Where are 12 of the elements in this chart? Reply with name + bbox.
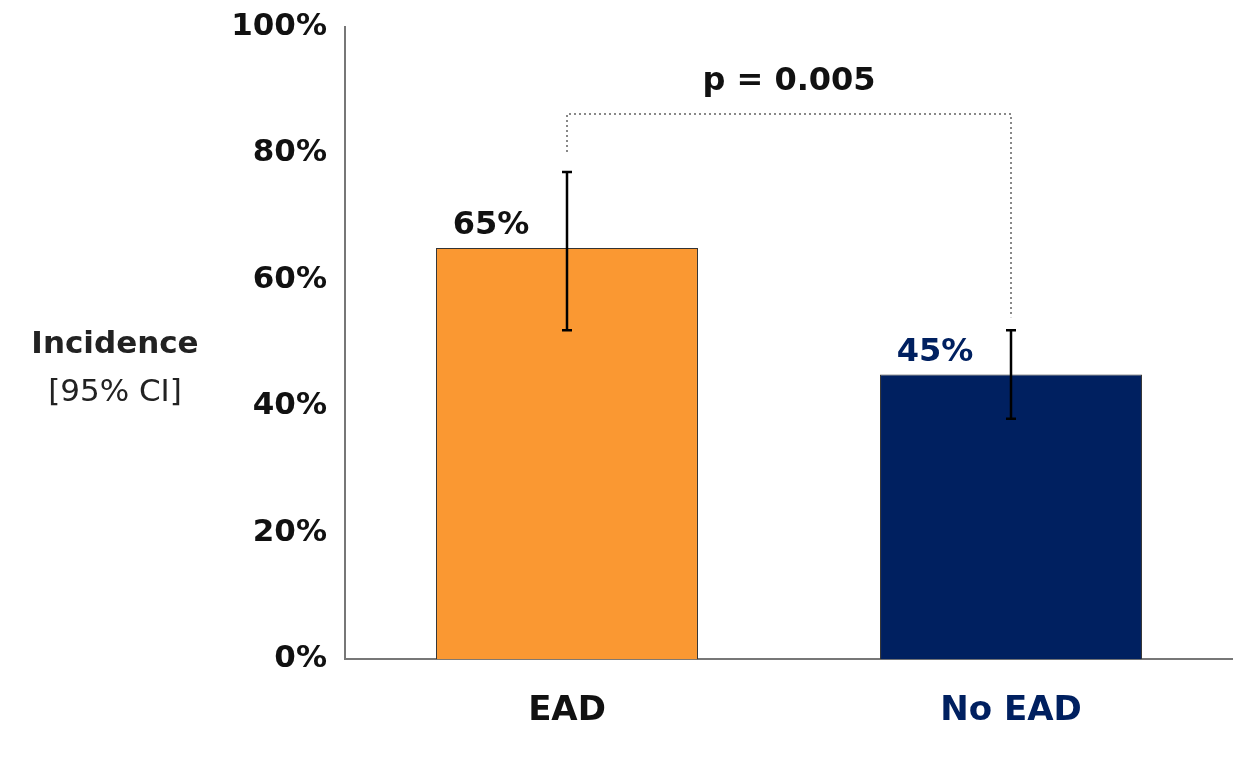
data-label: 45%: [896, 330, 974, 369]
y-tick-label: 40%: [252, 385, 327, 422]
y-tick-label: 20%: [252, 511, 327, 548]
y-tick-label: 80%: [252, 132, 327, 169]
x-tick-label: EAD: [528, 688, 606, 729]
y-tick-label: 100%: [231, 5, 327, 42]
y-tick-label: 60%: [252, 258, 327, 295]
x-tick-label: No EAD: [940, 688, 1082, 729]
y-axis-title: Incidence [95% CI]: [30, 323, 200, 410]
annotation: p = 0.005: [702, 60, 876, 99]
y-tick-label: 0%: [274, 638, 327, 675]
data-label: 65%: [452, 204, 530, 243]
